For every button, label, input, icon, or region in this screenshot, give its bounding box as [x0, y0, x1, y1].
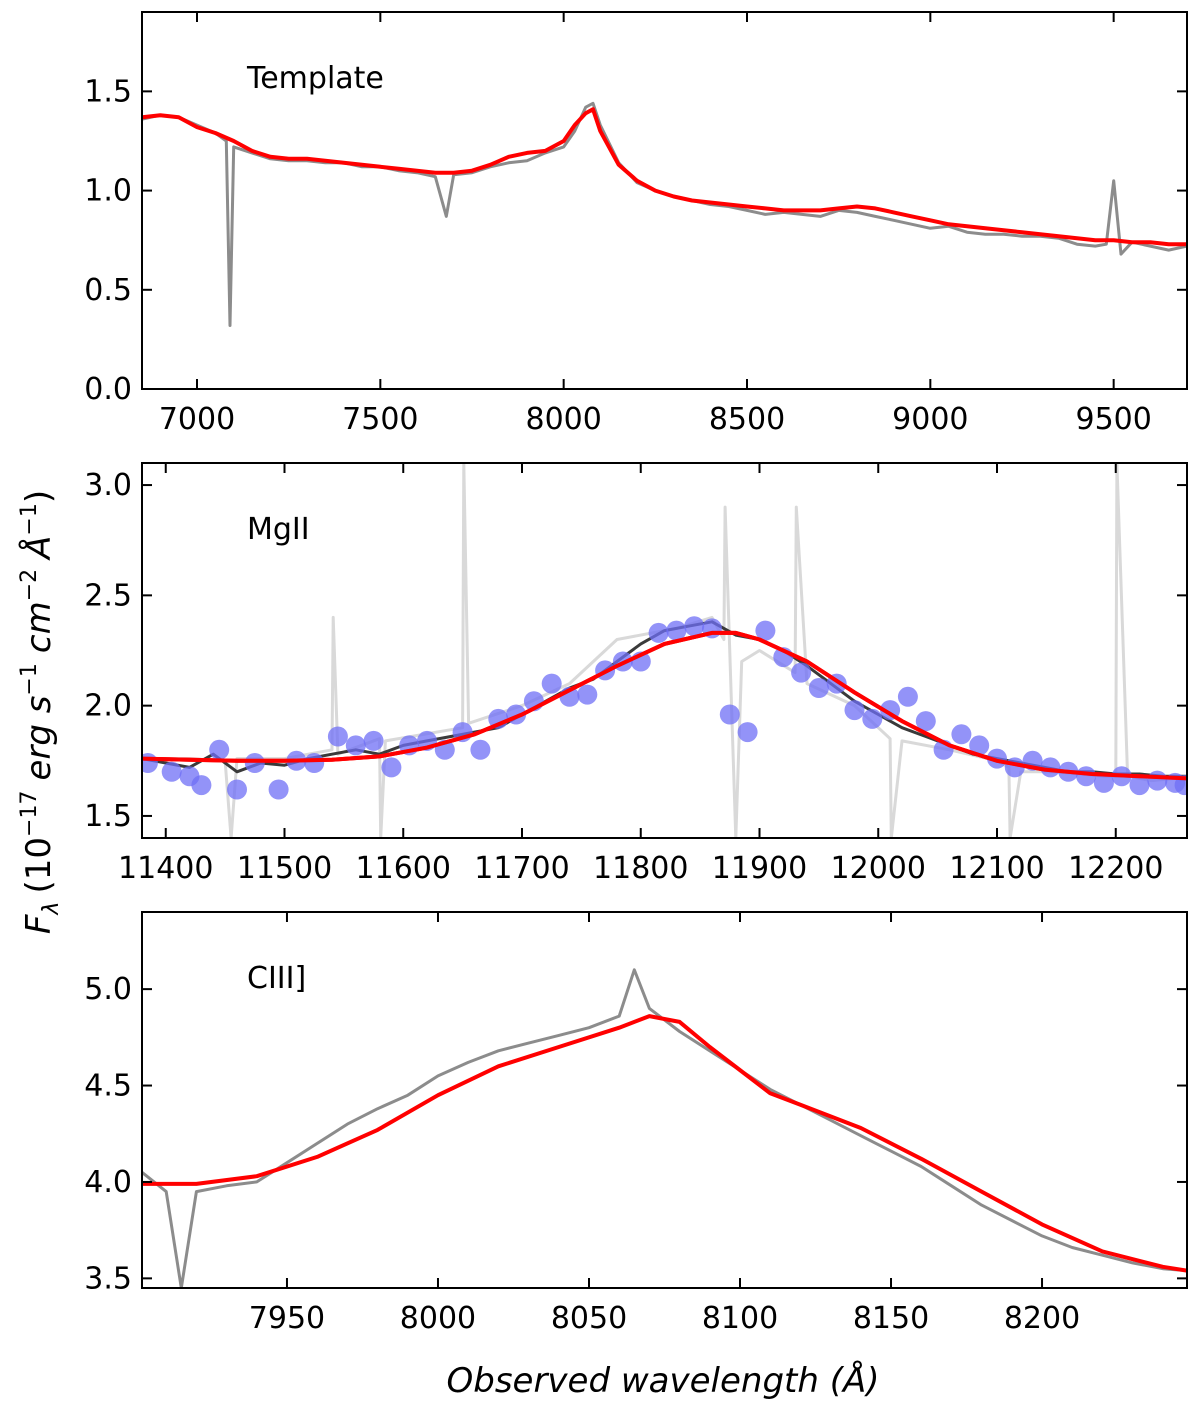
mgii-data-point: [755, 620, 776, 641]
mgii-x-tick-label: 11900: [712, 851, 807, 886]
mgii-data-point: [969, 735, 990, 756]
template-y-tick-label: 1.5: [84, 74, 132, 109]
ciii-axes-frame: [141, 911, 1188, 1289]
mgii-plot-area: [142, 463, 1187, 838]
ciii-x-tick-label: 8100: [702, 1301, 778, 1336]
mgii-data-point: [541, 673, 562, 694]
ciii-x-tick-label: 7950: [249, 1301, 325, 1336]
template-axes-frame: [141, 11, 1188, 390]
mgii-data-point: [209, 739, 230, 760]
mgii-data-point: [844, 700, 865, 721]
mgii-data-point: [666, 620, 687, 641]
panel-ciii: 7950 8000 8050 8100 8150 8200 3.5 4.0 4.5 5.0 CIII…: [84, 911, 1188, 1336]
template-series-observed-spectrum: [142, 101, 1187, 327]
mgii-panel-title: MgII: [247, 512, 310, 547]
mgii-data-point: [244, 753, 265, 773]
mgii-x-tick-label: 11800: [593, 851, 688, 886]
mgii-y-tick-label: 1.5: [84, 799, 132, 834]
mgii-data-point: [737, 722, 758, 743]
template-y-tick-label: 1.0: [84, 174, 132, 209]
template-x-tick-label: 8500: [709, 402, 785, 437]
mgii-data-point: [1076, 766, 1097, 787]
ciii-y-tick-label: 4.0: [84, 1165, 132, 1200]
mgii-data-point: [719, 704, 740, 725]
template-series-template-fit: [142, 107, 1187, 247]
mgii-data-point: [381, 757, 402, 778]
mgii-data-point: [470, 739, 491, 760]
template-plot-area: [142, 101, 1187, 327]
template-x-tick-label: 9500: [1075, 402, 1151, 437]
template-x-tick-label: 7000: [159, 402, 235, 437]
mgii-x-tick-label: 11700: [474, 851, 569, 886]
mgii-data-point: [915, 711, 936, 732]
mgii-x-tick-label: 11400: [118, 851, 213, 886]
mgii-data-point: [897, 686, 918, 707]
mgii-data-point: [951, 724, 972, 745]
mgii-data-point: [304, 753, 325, 773]
mgii-data-point: [345, 735, 366, 756]
ciii-y-tick-label: 3.5: [84, 1261, 132, 1296]
ciii-y-tick-label: 5.0: [84, 972, 132, 1007]
mgii-data-point: [577, 684, 598, 705]
mgii-axes-frame: [141, 462, 1188, 839]
ciii-panel-title: CIII]: [247, 961, 306, 996]
mgii-x-tick-label: 12000: [831, 851, 926, 886]
mgii-y-tick-label: 2.0: [84, 689, 132, 724]
mgii-series-masked-pixels: [142, 463, 1176, 838]
mgii-y-tick-label: 3.0: [84, 468, 132, 503]
mgii-data-point: [327, 726, 348, 747]
x-axis-label: Observed wavelength (Å): [446, 1360, 879, 1401]
mgii-data-point: [1093, 772, 1114, 793]
mgii-data-point: [363, 730, 384, 751]
y-axis-label: Fλ(10−17erg s−1cm−2Å−1): [17, 490, 64, 934]
mgii-data-point: [808, 678, 829, 698]
mgii-y-tick-label: 2.5: [84, 578, 132, 613]
mgii-data-point: [268, 779, 289, 800]
mgii-data-point: [161, 761, 182, 782]
mgii-data-point: [684, 616, 705, 637]
template-y-tick-label: 0.0: [84, 372, 132, 407]
panel-template: 7000 7500 8000 8500 9000 9500 0.0 0.5 1.0 1.5 Temp…: [84, 11, 1188, 437]
ciii-y-tick-label: 4.5: [84, 1069, 132, 1104]
panel-mgii: 11400 11500 11600 11700 11800 11900 12000 12100…: [84, 462, 1188, 886]
ciii-series-fit: [142, 1014, 1187, 1273]
ciii-x-tick-label: 8200: [1004, 1301, 1080, 1336]
template-x-tick-label: 9000: [892, 402, 968, 437]
mgii-x-tick-label: 12100: [949, 851, 1044, 886]
mgii-data-point: [227, 779, 247, 800]
template-x-tick-label: 7500: [342, 402, 418, 437]
ciii-x-tick-label: 8050: [551, 1301, 627, 1336]
mgii-fit-overlay: [142, 630, 1187, 781]
template-x-tick-label: 8000: [525, 402, 601, 437]
mgii-x-tick-label: 11500: [237, 851, 332, 886]
template-panel-title: Template: [246, 61, 384, 96]
mgii-x-tick-label: 11600: [356, 851, 451, 886]
mgii-data-point: [862, 708, 883, 729]
mgii-data-point: [791, 662, 812, 683]
mgii-x-tick-label: 12200: [1068, 851, 1163, 886]
ciii-plot-area: [142, 968, 1187, 1288]
mgii-data-point: [142, 753, 158, 773]
ciii-x-tick-label: 8150: [853, 1301, 929, 1336]
mgii-data-point: [1147, 770, 1168, 791]
ciii-x-tick-label: 8000: [400, 1301, 476, 1336]
mgii-data-point: [648, 622, 669, 643]
mgii-data-point: [191, 775, 212, 796]
ciii-series-observed-spectrum: [142, 968, 1187, 1288]
mgii-data-point: [1129, 775, 1150, 796]
template-y-tick-label: 0.5: [84, 273, 132, 308]
